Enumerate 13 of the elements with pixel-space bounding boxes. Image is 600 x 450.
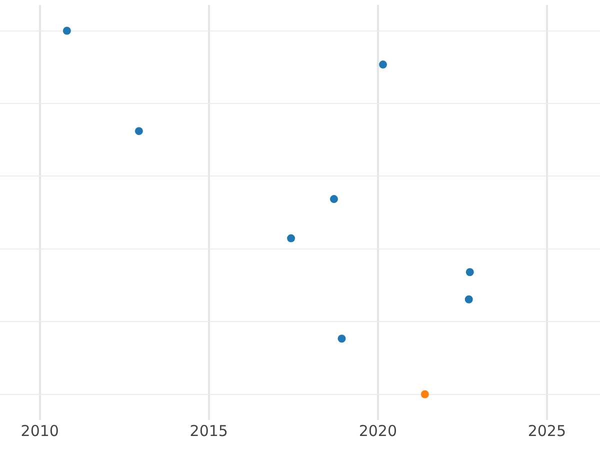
point bbox=[378, 60, 387, 69]
point bbox=[330, 195, 338, 204]
point bbox=[62, 26, 71, 35]
point bbox=[338, 334, 346, 343]
point bbox=[464, 295, 473, 304]
point bbox=[420, 390, 429, 398]
x-tick-label: 2020 bbox=[358, 422, 398, 440]
point bbox=[466, 268, 474, 276]
x-tick-label: 2010 bbox=[20, 422, 59, 440]
point bbox=[287, 234, 296, 242]
point bbox=[134, 127, 143, 136]
x-tick-label: 2015 bbox=[190, 422, 228, 440]
x-tick-label: 2025 bbox=[528, 422, 566, 440]
